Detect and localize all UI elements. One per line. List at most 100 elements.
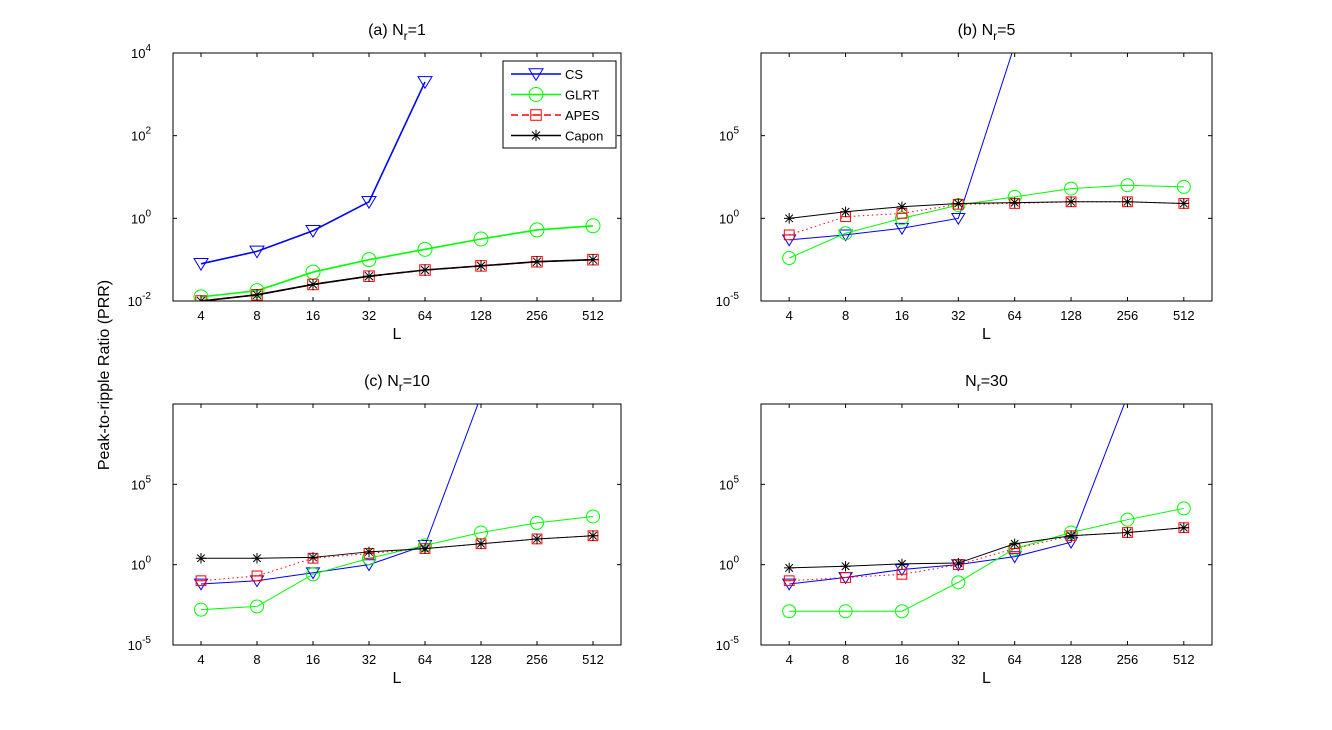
data-point-apes (783, 229, 795, 241)
data-point-capon (840, 206, 851, 217)
series-line-cs (200, 81, 426, 265)
series-line-cs (200, 404, 479, 585)
x-tick-label: 8 (842, 652, 849, 667)
data-point-glrt (1176, 501, 1191, 516)
data-point-glrt (250, 599, 264, 614)
x-tick-label: 256 (526, 308, 548, 323)
data-point-capon (363, 546, 375, 558)
x-axis-label: L (982, 326, 991, 343)
y-tick-label: 10-2 (128, 291, 152, 309)
y-tick-label: 100 (131, 555, 151, 573)
data-point-glrt (894, 604, 909, 619)
series-line-apes (789, 201, 1184, 236)
series-line-capon (789, 201, 1184, 219)
series-line-cs (789, 404, 1125, 585)
legend-marker-capon (530, 129, 542, 142)
x-tick-label: 16 (895, 308, 909, 323)
data-point-capon (475, 260, 487, 272)
data-point-cs (361, 196, 377, 210)
data-point-glrt (1120, 512, 1135, 527)
y-tick-label: 105 (719, 474, 739, 492)
data-point-apes (251, 570, 263, 582)
subplot-b: (b) Nr=5 4 8 16 32 64 128 256 512 L 10-5 100 105 (716, 22, 1213, 343)
data-point-capon (1065, 196, 1077, 207)
x-tick-label: 32 (951, 308, 965, 323)
x-tick-label: 512 (1173, 308, 1195, 323)
subplot-title: Nr=30 (965, 373, 1008, 394)
legend-marker-cs (528, 68, 544, 82)
y-tick-label: 100 (719, 208, 739, 226)
data-point-capon (953, 198, 964, 209)
x-axis-label: L (393, 326, 402, 343)
data-point-glrt (782, 251, 797, 266)
data-point-cs (193, 578, 209, 591)
legend: CS GLRT APES Capon (502, 60, 617, 149)
x-tick-label: 64 (418, 308, 432, 323)
data-point-glrt (473, 231, 489, 247)
data-point-capon (1009, 197, 1020, 208)
data-point-capon (307, 552, 319, 563)
y-tick-label: 105 (131, 474, 151, 492)
data-point-capon (419, 264, 431, 276)
legend-marker-apes (530, 109, 542, 121)
x-axis-label: L (982, 670, 991, 687)
x-tick-label: 128 (470, 652, 492, 667)
x-axis-label: L (393, 670, 402, 687)
y-tick-label: 100 (719, 555, 739, 573)
subplot-c: (c) Nr=10 4 8 16 32 64 128 256 512 L 10-5 100 105 (128, 373, 622, 687)
data-point-cs (361, 559, 377, 572)
data-point-capon (531, 256, 543, 268)
x-tick-label: 8 (253, 308, 260, 323)
x-tick-label: 16 (306, 652, 320, 667)
data-point-cs (1121, 391, 1134, 402)
legend-marker-glrt (528, 87, 544, 102)
legend-label-cs: CS (565, 67, 583, 82)
data-point-capon (953, 557, 964, 569)
series-line-glrt (788, 184, 1184, 259)
data-point-apes (195, 575, 207, 587)
x-tick-label: 64 (1007, 652, 1021, 667)
data-point-capon (783, 562, 795, 574)
x-tick-label: 4 (786, 652, 793, 667)
data-point-glrt (585, 218, 601, 234)
x-tick-label: 512 (582, 308, 604, 323)
x-tick-label: 256 (1117, 308, 1139, 323)
y-tick-label: 105 (719, 126, 739, 144)
y-tick-label: 100 (131, 208, 151, 226)
axes-box (760, 52, 1213, 302)
data-point-capon (251, 553, 263, 564)
plot-area (193, 76, 601, 301)
x-tick-label: 4 (197, 652, 204, 667)
data-point-apes (896, 568, 908, 580)
data-point-cs (950, 212, 966, 226)
axes-box (172, 52, 622, 302)
axes-box (172, 403, 622, 646)
data-point-glrt (529, 222, 545, 238)
x-tick-label: 512 (1173, 652, 1195, 667)
data-point-glrt (838, 604, 853, 619)
x-tick-label: 64 (418, 652, 432, 667)
data-point-cs (838, 229, 853, 242)
data-point-capon (195, 553, 207, 564)
data-point-glrt (361, 252, 377, 268)
series-line-capon (201, 535, 594, 559)
x-tick-label: 8 (842, 308, 849, 323)
data-point-capon (1122, 196, 1133, 207)
data-point-capon (783, 213, 795, 224)
data-point-capon (840, 561, 851, 572)
series-line-glrt (200, 515, 594, 611)
data-point-glrt (530, 515, 544, 530)
data-point-capon (587, 530, 599, 541)
subplot-title: (b) Nr=5 (958, 22, 1016, 43)
x-tick-label: 16 (895, 652, 909, 667)
data-point-glrt (1064, 181, 1079, 196)
subplot-title: (a) Nr=1 (368, 22, 426, 43)
data-point-capon (307, 278, 319, 291)
series-line-cs (789, 53, 1013, 241)
data-point-cs (1007, 551, 1023, 564)
x-tick-label: 256 (1117, 652, 1139, 667)
data-point-glrt (1120, 178, 1135, 193)
data-point-capon (531, 533, 543, 545)
subplot-d: Nr=30 4 8 16 32 64 128 256 512 L 10-5 100 105 (716, 373, 1213, 687)
